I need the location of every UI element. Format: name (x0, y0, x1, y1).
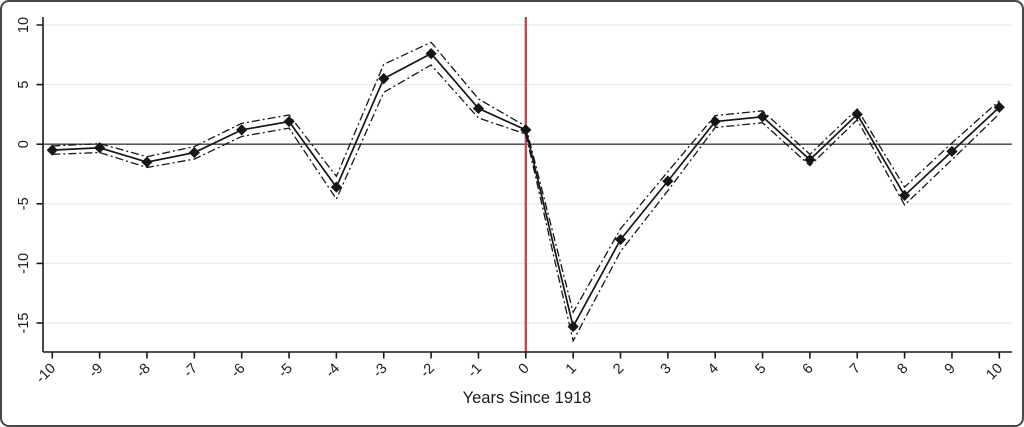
diamond-marker (946, 145, 958, 157)
diamond-marker (330, 181, 342, 193)
x-tick-label: -4 (323, 361, 343, 381)
x-tick-label: -9 (86, 361, 106, 381)
x-tick-label: -2 (417, 361, 437, 381)
diamond-marker (472, 102, 485, 115)
x-tick-label: -7 (181, 361, 201, 381)
x-tick-label: -1 (465, 361, 485, 381)
estimate-markers (46, 48, 1005, 333)
diamond-marker (899, 189, 911, 202)
diamond-marker (236, 124, 248, 136)
x-tick-label: -6 (228, 361, 248, 381)
y-tick-label: -5 (16, 197, 32, 210)
diamond-marker (993, 101, 1005, 113)
y-tick-labels: 10 5 0 -5 -10 -15 (16, 17, 32, 334)
x-tick-label: 9 (942, 361, 959, 378)
y-tick-label: 0 (16, 140, 32, 148)
diamond-marker (567, 320, 579, 333)
diamond-marker (46, 144, 58, 156)
y-tick-label: 5 (16, 81, 32, 89)
diamond-marker (614, 233, 627, 246)
diamond-marker (188, 146, 200, 159)
diamond-marker (756, 111, 769, 123)
x-tick-label: 0 (516, 361, 533, 378)
x-tick-label: 8 (894, 361, 911, 378)
diamond-marker (709, 115, 721, 128)
x-tick-label: 3 (658, 361, 675, 378)
x-tick-label: 4 (705, 361, 722, 378)
axes (36, 17, 1012, 359)
diamond-marker (804, 154, 816, 166)
x-tick-label: 10 (983, 361, 1006, 384)
y-tick-label: -10 (16, 253, 32, 274)
y-tick-label: 10 (16, 17, 32, 33)
x-tick-label: -10 (33, 361, 59, 387)
diamond-marker (141, 156, 153, 168)
x-tick-label: -8 (133, 361, 153, 381)
x-tick-label: 7 (847, 361, 864, 378)
x-axis-title: Years Since 1918 (463, 389, 592, 407)
diamond-marker (425, 48, 437, 60)
x-tick-labels: -10 -9 -8 -7 -6 -5 -4 -3 -2 -1 0 1 2 3 4 5 6 7 8 9 10 (33, 361, 1006, 387)
y-tick-label: -15 (16, 313, 32, 334)
x-tick-label: 6 (800, 361, 817, 378)
y-gridlines (44, 24, 1012, 324)
x-tick-label: -5 (275, 361, 295, 381)
diamond-marker (378, 73, 390, 85)
x-tick-label: 2 (610, 361, 627, 378)
x-tick-label: -3 (370, 361, 390, 381)
ci-lower-line (52, 64, 1000, 343)
diamond-marker (94, 142, 106, 154)
x-tick-label: 1 (563, 361, 580, 378)
x-tick-label: 5 (752, 361, 769, 378)
diamond-marker (662, 175, 674, 187)
diamond-marker (283, 115, 295, 128)
diamond-marker (851, 108, 863, 120)
diamond-marker (520, 124, 532, 136)
